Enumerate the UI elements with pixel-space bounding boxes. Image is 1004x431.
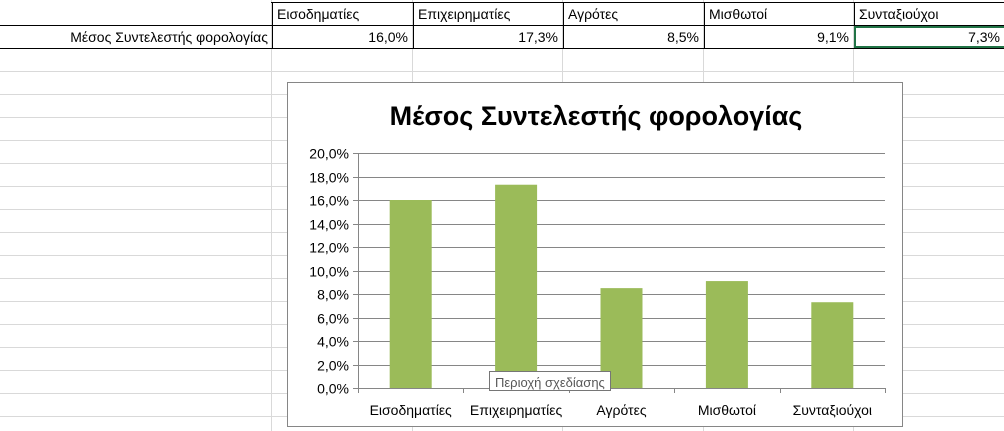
row-border: [0, 71, 1004, 72]
y-tick-label: 2,0%: [317, 358, 349, 374]
x-tick-label: Μισθωτοί: [698, 402, 756, 418]
header-cell-epixeirimaties[interactable]: Επιχειρηματίες: [413, 3, 562, 25]
bar: [495, 184, 538, 388]
bar: [389, 200, 432, 388]
x-tick-label: Επιχειρηματίες: [470, 402, 563, 418]
value-cell[interactable]: 16,0%: [272, 26, 412, 48]
y-tick-label: 16,0%: [309, 193, 349, 209]
row-label-cell[interactable]: Μέσος Συντελεστής φορολογίας: [70, 29, 268, 45]
bar: [811, 302, 854, 388]
bar-chart[interactable]: 0,0% 2,0% 4,0% 6,0% 8,0% 10,0% 12,0% 14,0% 16,0%…: [288, 83, 902, 426]
chart-title[interactable]: Μέσος Συντελεστής φορολογίας: [389, 101, 803, 131]
chart-area[interactable]: Μέσος Συντελεστής φορολογίας 0,0% 2,0% 4,0…: [287, 82, 903, 427]
plot-area-tooltip: Περιοχή σχεδίασης: [489, 371, 611, 391]
y-tick-label: 10,0%: [309, 264, 349, 280]
x-tick-label: Αγρότες: [596, 402, 646, 418]
y-tick-label: 0,0%: [317, 381, 349, 397]
table-bottom-border: [0, 48, 1004, 49]
value-cell[interactable]: 8,5%: [563, 26, 703, 48]
value-cell[interactable]: 9,1%: [704, 26, 853, 48]
value-cell[interactable]: 17,3%: [413, 26, 562, 48]
x-tick-label: Εισοδηματίες: [370, 402, 452, 418]
table-top-border: [271, 2, 1004, 3]
x-tick-label: Συνταξιούχοι: [793, 402, 872, 418]
y-tick-label: 18,0%: [309, 170, 349, 186]
bar: [705, 281, 748, 388]
y-tick-label: 14,0%: [309, 217, 349, 233]
table-mid-border: [0, 25, 1004, 26]
active-cell-selection: [854, 26, 1004, 48]
y-tick-label: 4,0%: [317, 334, 349, 350]
y-tick-label: 12,0%: [309, 240, 349, 256]
column-border: [271, 0, 272, 431]
header-cell-misthotoi[interactable]: Μισθωτοί: [704, 3, 853, 25]
header-cell-syntaxiouxoi[interactable]: Συνταξιούχοι: [854, 3, 1004, 25]
y-tick-label: 6,0%: [317, 311, 349, 327]
header-cell-eisodimaties[interactable]: Εισοδηματίες: [272, 3, 412, 25]
y-tick-label: 20,0%: [309, 146, 349, 162]
y-tick-label: 8,0%: [317, 287, 349, 303]
header-cell-agrotes[interactable]: Αγρότες: [563, 3, 703, 25]
